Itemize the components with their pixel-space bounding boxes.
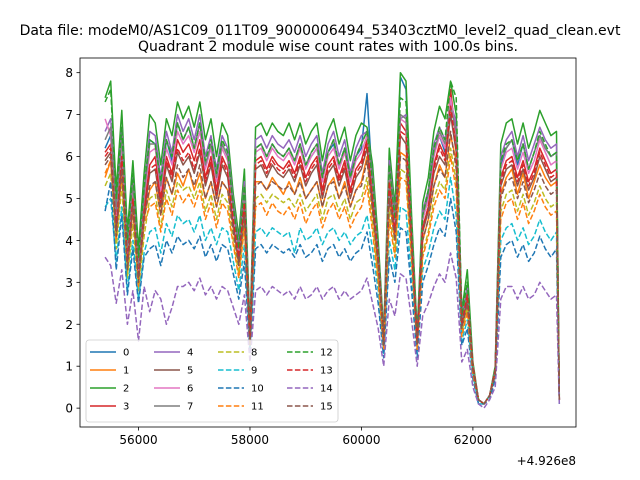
x-offset-label: +4.926e8 xyxy=(517,454,576,468)
chart-title: Quadrant 2 module wise count rates with … xyxy=(138,39,518,55)
legend-label-0: 0 xyxy=(123,348,129,359)
legend-label-11: 11 xyxy=(251,402,264,413)
series-line-15 xyxy=(104,130,561,405)
legend-label-5: 5 xyxy=(187,366,193,377)
legend-label-6: 6 xyxy=(187,384,193,395)
legend-label-4: 4 xyxy=(187,348,193,359)
legend-label-15: 15 xyxy=(320,402,333,413)
legend-label-1: 1 xyxy=(123,366,129,377)
legend-label-8: 8 xyxy=(251,348,257,359)
legend-label-3: 3 xyxy=(123,402,129,413)
figure-suptitle: Data file: modeM0/AS1C09_011T09_90000064… xyxy=(20,23,621,39)
y-tick-label: 5 xyxy=(65,192,73,206)
plot-area xyxy=(104,71,561,409)
series-line-9 xyxy=(104,176,561,405)
x-tick-label: 60000 xyxy=(342,433,380,447)
legend-label-2: 2 xyxy=(123,384,129,395)
legend-label-10: 10 xyxy=(251,384,264,395)
y-tick-label: 0 xyxy=(65,402,73,416)
y-tick-label: 7 xyxy=(65,108,73,122)
x-tick-label: 56000 xyxy=(119,433,157,447)
y-tick-label: 8 xyxy=(65,66,73,80)
legend-label-13: 13 xyxy=(320,366,333,377)
series-line-10 xyxy=(104,180,561,405)
x-tick-label: 62000 xyxy=(454,433,492,447)
y-tick-label: 2 xyxy=(65,318,73,332)
legend-label-14: 14 xyxy=(320,384,333,395)
y-axis: 0 1 2 3 4 5 6 7 8 xyxy=(65,66,80,416)
legend-frame xyxy=(85,339,339,423)
series-line-14 xyxy=(104,252,561,409)
y-tick-label: 4 xyxy=(65,234,73,248)
y-tick-label: 6 xyxy=(65,150,73,164)
legend-label-7: 7 xyxy=(187,402,193,413)
series-lines xyxy=(104,71,561,409)
axes-frame xyxy=(79,57,577,428)
x-tick-label: 58000 xyxy=(231,433,269,447)
x-axis: 56000 58000 60000 62000 xyxy=(119,427,492,447)
y-tick-label: 3 xyxy=(65,276,73,290)
legend-label-9: 9 xyxy=(251,366,257,377)
legend-label-12: 12 xyxy=(320,348,333,359)
y-tick-label: 1 xyxy=(65,360,73,374)
